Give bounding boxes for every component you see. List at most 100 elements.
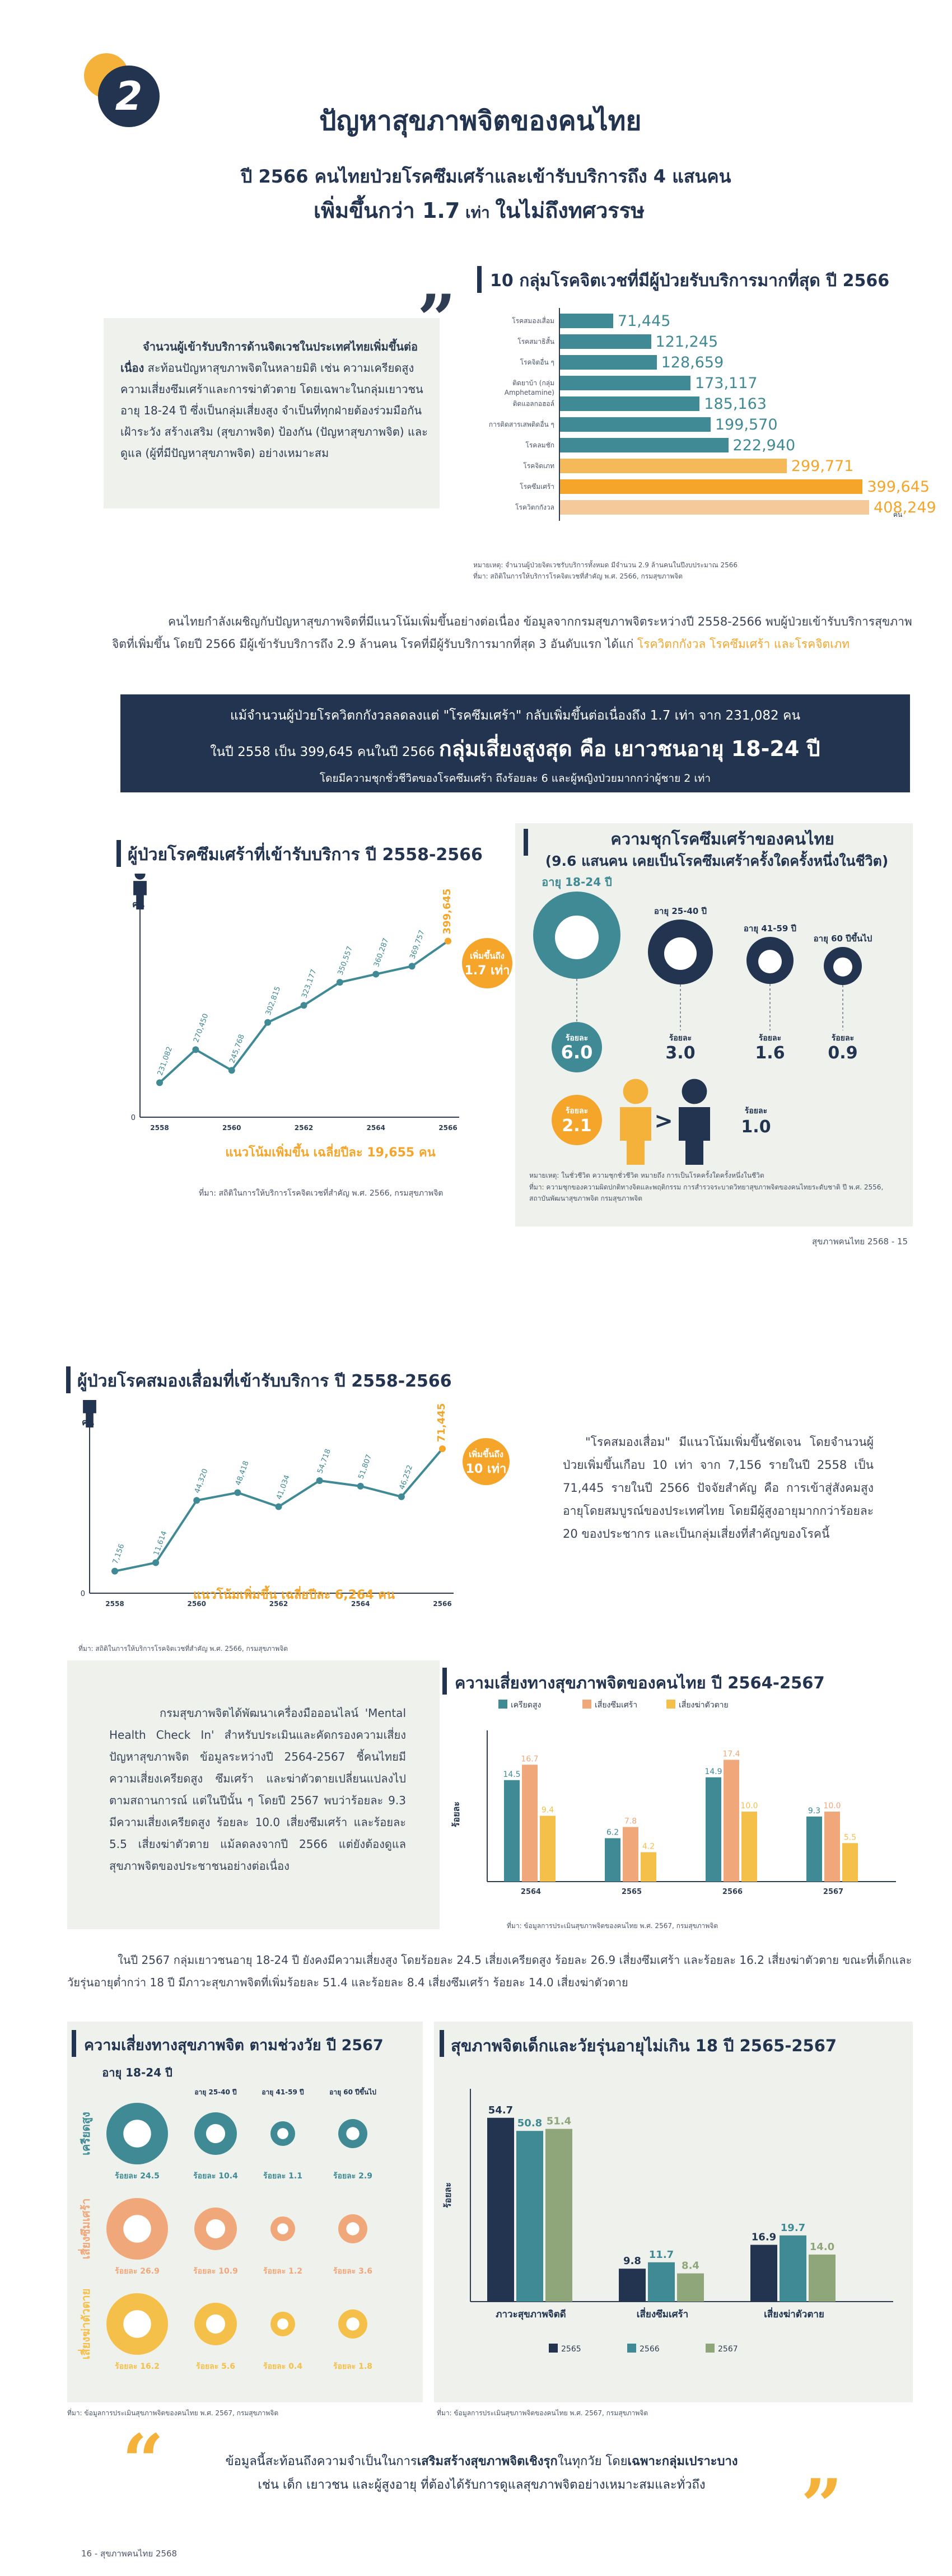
prevalence-source: ที่มา: ความชุกของความผิดปกติทางจิตและพฤต…: [529, 1183, 884, 1202]
legend-label: เสี่ยงฆ่าตัวตาย: [679, 1700, 729, 1710]
data-label: 350,557: [337, 945, 354, 977]
age-face-icon: [123, 2310, 151, 2338]
top10-value: 408,249: [874, 499, 936, 516]
age-column-label: อายุ 25-40 ปี: [194, 2088, 237, 2097]
banner: แม้จำนวนผู้ป่วยโรควิตกกังวลลดลงแต่ "โรคซ…: [120, 694, 910, 792]
legend-label: เสี่ยงซึมเศร้า: [595, 1700, 637, 1710]
age-group-head-icon: [758, 950, 782, 974]
age-face-icon: [346, 2127, 360, 2140]
dementia-title-bar: [66, 1366, 71, 1393]
age-group-head-icon: [555, 915, 599, 959]
top10-axis: [559, 308, 560, 521]
x-tick-label: 2567: [823, 1888, 843, 1896]
top10-value: 199,570: [715, 416, 778, 433]
legend-swatch: [627, 2344, 636, 2353]
x-tick-label: 2562: [269, 1600, 288, 1608]
female-value-number: 2.1: [562, 1116, 591, 1136]
data-point: [439, 1445, 446, 1453]
data-point: [192, 1046, 199, 1053]
bar-value-label: 16.7: [521, 1754, 538, 1763]
data-label: 369,757: [408, 929, 426, 960]
top10-label: ติดแอลกอฮอล์: [512, 400, 554, 408]
data-point: [357, 1482, 364, 1490]
quote-line-2: เช่น เด็ก เยาวชน และผู้สูงอายุ ที่ต้องได…: [258, 2478, 706, 2492]
intro-box: [104, 318, 440, 508]
dep-chart-title: ผู้ป่วยโรคซึมเศร้าที่เข้ารับบริการ ปี 25…: [128, 845, 483, 865]
top10-label: โรคจิตอื่น ๆ: [520, 358, 554, 366]
male-icon-body: [679, 1107, 710, 1165]
age-risk-value: ร้อยละ 10.4: [193, 2172, 238, 2181]
checkin-text: กรมสุขภาพจิตได้พัฒนาเครื่องมือออนไลน์ 'M…: [109, 1706, 406, 1873]
age-risk-value: ร้อยละ 1.2: [263, 2267, 302, 2276]
data-point: [156, 1079, 163, 1086]
dementia-text: "โรคสมองเสื่อม" มีแนวโน้มเพิ่มขึ้นชัดเจน…: [563, 1435, 874, 1541]
banner-line-2: ในปี 2558 เป็น 399,645 คนในปี 2566 กลุ่ม…: [120, 731, 910, 766]
top10-label: โรควิตกกังวล: [515, 503, 554, 511]
x-tick-label: 2566: [438, 1124, 457, 1132]
data-point: [275, 1503, 282, 1510]
data-point: [264, 1019, 272, 1026]
footer-page-16: 16 - สุขภาพคนไทย 2568: [81, 2549, 178, 2559]
top10-label: ติดยาบ้า (กลุ่ม Amphetamine): [504, 379, 554, 396]
male-value-label: ร้อยละ: [745, 1107, 767, 1116]
data-point: [398, 1493, 405, 1500]
bar-value-label: 19.7: [781, 2222, 805, 2234]
bar: [540, 1816, 556, 1882]
bar-value-label: 9.3: [808, 1807, 820, 1816]
top10-label: โรคจิตเภท: [523, 462, 554, 470]
x-tick-label: 2560: [222, 1124, 241, 1132]
youth-title-bar: [440, 2030, 444, 2057]
top10-source: ที่มา: สถิติในการให้บริการโรคจิตเวชที่สำ…: [473, 572, 683, 580]
data-point: [111, 1567, 118, 1575]
data-label: 270,450: [192, 1012, 210, 1044]
data-point: [300, 1002, 307, 1009]
top10-bar: [559, 500, 870, 515]
data-label: 54,718: [316, 1448, 333, 1474]
risk-row-label: เสี่ยงซึมเศร้า: [77, 2199, 92, 2260]
age-group-label: อายุ 60 ปีขึ้นไป: [814, 932, 872, 944]
x-tick-label: 2564: [367, 1124, 385, 1132]
bar-value-label: 14.0: [810, 2241, 834, 2253]
increase-badge: [463, 1438, 510, 1485]
data-label: 302,815: [264, 985, 282, 1016]
top10-title: 10 กลุ่มโรคจิตเวชที่มีผู้ป่วยรับบริการมา…: [490, 271, 890, 291]
age-face-icon: [123, 2215, 151, 2243]
bar-value-label: 51.4: [547, 2116, 571, 2127]
x-tick-label: เสี่ยงซึมเศร้า: [637, 2307, 688, 2320]
bar: [619, 2269, 646, 2302]
quote-open-mark: “: [122, 2418, 164, 2504]
age-risk-value: ร้อยละ 24.5: [115, 2172, 160, 2181]
unit-person-icon: [83, 1400, 96, 1428]
value-label: ร้อยละ: [669, 1034, 692, 1043]
bar: [545, 2129, 572, 2302]
age-column-label: อายุ 41-59 ปี: [262, 2088, 304, 2097]
bar: [750, 2244, 777, 2302]
value-number: 1.6: [755, 1043, 785, 1063]
age-face-icon: [277, 2318, 288, 2330]
legend-swatch: [666, 1700, 675, 1709]
top10-label: โรคลมชัก: [525, 441, 554, 449]
female-icon: [620, 1079, 651, 1165]
top10-bar: [559, 314, 613, 328]
risk-title-bar: [442, 1668, 447, 1695]
bar-value-label: 9.4: [542, 1806, 554, 1815]
youth-chart-title: สุขภาพจิตเด็กและวัยรุ่นอายุไม่เกิน 18 ปี…: [451, 2036, 837, 2055]
bar: [706, 1777, 721, 1882]
top10-bar: [559, 355, 657, 370]
avg-label: แนวโน้มเพิ่มขึ้น เฉลี่ยปีละ 19,655 คน: [225, 1143, 435, 1160]
quote-text: ข้อมูลนี้สะท้อนถึงความจำเป็นในการเสริมสร…: [168, 2450, 795, 2497]
data-label: 41,034: [275, 1474, 292, 1501]
value-label: ร้อยละ: [566, 1034, 588, 1043]
legend-swatch: [498, 1700, 507, 1709]
x-tick-label: ภาวะสุขภาพจิตดี: [496, 2308, 566, 2320]
top10-label: โรคสมาธิสั้น: [517, 338, 554, 346]
age-risk-value: ร้อยละ 3.6: [333, 2267, 372, 2276]
subtitle-2-mid: เท่า: [460, 203, 496, 222]
quote-close-mark: ”: [801, 2463, 843, 2549]
bar-value-label: 8.4: [682, 2260, 699, 2272]
data-label: 360,287: [372, 937, 390, 968]
paragraph-1-text: คนไทยกำลังเผชิญกับปัญหาสุขภาพจิตที่มีแนว…: [112, 615, 912, 651]
unit-person-icon-body: [83, 1400, 96, 1428]
age-face-icon: [346, 2317, 360, 2331]
x-tick-label: 2560: [188, 1600, 206, 1608]
